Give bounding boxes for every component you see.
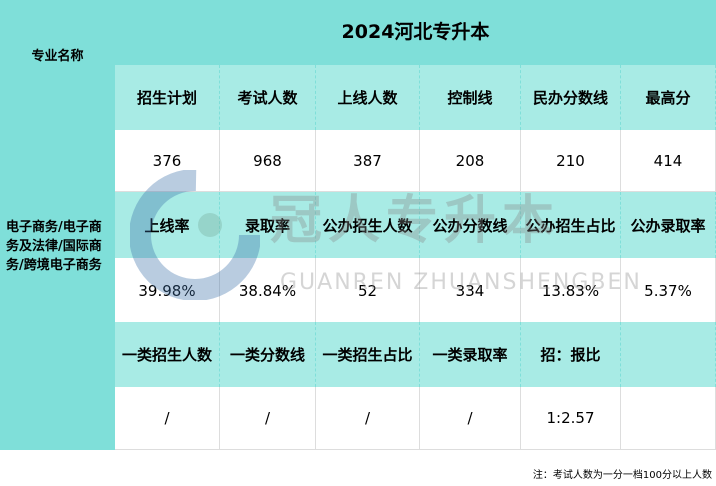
header-cell: 公办录取率 — [621, 192, 716, 258]
value-cell: 387 — [316, 130, 420, 191]
header-row: 一类招生人数 一类分数线 一类招生占比 一类录取率 招：报比 — [115, 322, 716, 387]
value-cell: 414 — [621, 130, 716, 191]
header-cell: 招生计划 — [115, 65, 220, 130]
value-cell: 5.37% — [621, 258, 716, 323]
value-cell: 376 — [115, 130, 220, 191]
value-row: 376 968 387 208 210 414 — [115, 130, 716, 192]
header-cell: 控制线 — [420, 65, 521, 130]
value-cell: 38.84% — [220, 258, 316, 323]
header-cell: 公办招生占比 — [521, 192, 621, 258]
value-cell: 968 — [220, 130, 316, 191]
value-cell: 334 — [420, 258, 521, 323]
value-cell: 39.98% — [115, 258, 220, 323]
footnote: 注：考试人数为一分一档100分以上人数 — [532, 470, 712, 481]
value-row: 39.98% 38.84% 52 334 13.83% 5.37% — [115, 258, 716, 324]
header-cell: 上线人数 — [316, 65, 420, 130]
header-row: 招生计划 考试人数 上线人数 控制线 民办分数线 最高分 — [115, 65, 716, 130]
header-cell: 公办招生人数 — [316, 192, 420, 258]
header-cell: 一类分数线 — [220, 322, 316, 387]
major-column: 专业名称 电子商务/电子商务及法律/国际商务/跨境电子商务 — [0, 0, 115, 450]
header-cell: 一类招生人数 — [115, 322, 220, 387]
value-cell: / — [115, 387, 220, 449]
value-cell: / — [316, 387, 420, 449]
value-cell: 13.83% — [521, 258, 621, 323]
major-header: 专业名称 — [31, 49, 84, 64]
value-cell: / — [220, 387, 316, 449]
header-cell: 一类录取率 — [420, 322, 521, 387]
value-cell: 1:2.57 — [521, 387, 621, 449]
value-cell: 52 — [316, 258, 420, 323]
header-cell: 民办分数线 — [521, 65, 621, 130]
header-cell: 招：报比 — [521, 322, 621, 387]
page-title: 2024河北专升本 — [115, 0, 716, 65]
header-cell: 上线率 — [115, 192, 220, 258]
header-cell: 公办分数线 — [420, 192, 521, 258]
header-cell — [621, 322, 716, 387]
value-cell: 210 — [521, 130, 621, 191]
header-row: 上线率 录取率 公办招生人数 公办分数线 公办招生占比 公办录取率 — [115, 192, 716, 258]
header-cell: 录取率 — [220, 192, 316, 258]
value-cell — [621, 387, 716, 449]
value-row: / / //1:2.57 — [115, 387, 716, 450]
header-cell: 一类招生占比 — [316, 322, 420, 387]
value-cell: / — [420, 387, 521, 449]
header-cell: 考试人数 — [220, 65, 316, 130]
major-name: 电子商务/电子商务及法律/国际商务/跨境电子商务 — [6, 220, 102, 273]
value-cell: 208 — [420, 130, 521, 191]
header-cell: 最高分 — [621, 65, 716, 130]
